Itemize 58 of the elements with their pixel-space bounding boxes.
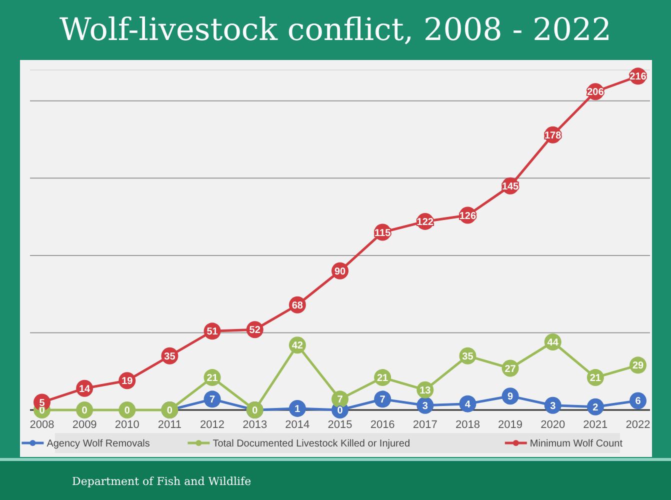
x-tick-label: 2014 [285, 419, 310, 431]
legend-label: Total Documented Livestock Killed or Injured [212, 438, 410, 450]
data-label: 178 [544, 130, 562, 142]
data-label: 19 [122, 376, 134, 388]
text: Department of Fish and Wildlife [72, 475, 252, 488]
x-tick-label: 2018 [455, 419, 480, 431]
chart-title: Wolf-livestock conflict, 2008 - 2022 [60, 12, 612, 48]
data-label: 145 [502, 181, 520, 192]
x-tick-label: 2009 [72, 419, 97, 431]
data-label: 2 [592, 402, 599, 414]
x-tick-label: 2011 [158, 419, 182, 431]
data-label: 9 [508, 392, 514, 403]
data-label: 115 [374, 228, 392, 239]
data-label: 21 [590, 373, 602, 384]
data-label: 27 [504, 364, 516, 375]
data-label: 0 [124, 406, 130, 416]
data-label: 35 [462, 351, 474, 362]
data-label: 4 [464, 399, 471, 410]
data-label: 42 [292, 340, 304, 352]
x-tick-label: 2019 [498, 419, 523, 431]
data-label: 122 [416, 216, 434, 228]
data-label: 0 [82, 406, 88, 416]
x-tick-label: 2022 [626, 419, 650, 431]
data-label: 52 [249, 325, 261, 336]
data-label: 14 [79, 384, 91, 395]
legend-label: Minimum Wolf Count [530, 438, 623, 450]
data-label: 13 [420, 385, 432, 396]
data-label: 1 [294, 404, 301, 415]
x-tick-label: 2020 [540, 419, 566, 431]
x-tick-label: 2012 [200, 419, 225, 431]
x-tick-label: 2013 [242, 419, 268, 431]
data-label: 3 [422, 400, 428, 412]
data-label: 0 [166, 406, 173, 416]
data-label: 7 [337, 394, 344, 406]
x-tick-label: 2016 [370, 419, 395, 431]
data-label: 7 [380, 394, 386, 406]
data-label: 21 [377, 373, 389, 384]
data-label: 6 [635, 396, 642, 408]
x-tick-label: 2021 [583, 419, 608, 431]
data-label: 29 [632, 360, 644, 372]
data-label: 0 [337, 406, 344, 416]
data-label: 206 [587, 87, 604, 98]
x-tick-label: 2015 [328, 419, 352, 431]
data-label: 21 [206, 373, 218, 384]
data-label: 216 [630, 72, 647, 83]
data-label: 3 [550, 400, 556, 412]
data-label: 0 [252, 406, 258, 416]
legend-label: Agency Wolf Removals [46, 438, 150, 450]
x-tick-label: 2008 [30, 419, 54, 431]
data-label: 126 [459, 210, 476, 222]
x-tick-label: 2017 [412, 419, 438, 431]
data-label: 35 [164, 351, 176, 362]
data-label: 90 [334, 266, 346, 278]
x-tick-label: 2010 [114, 419, 140, 431]
data-label: 68 [292, 300, 304, 312]
data-label: 44 [547, 338, 559, 348]
data-label: 7 [210, 394, 216, 406]
data-label: 51 [206, 326, 218, 338]
